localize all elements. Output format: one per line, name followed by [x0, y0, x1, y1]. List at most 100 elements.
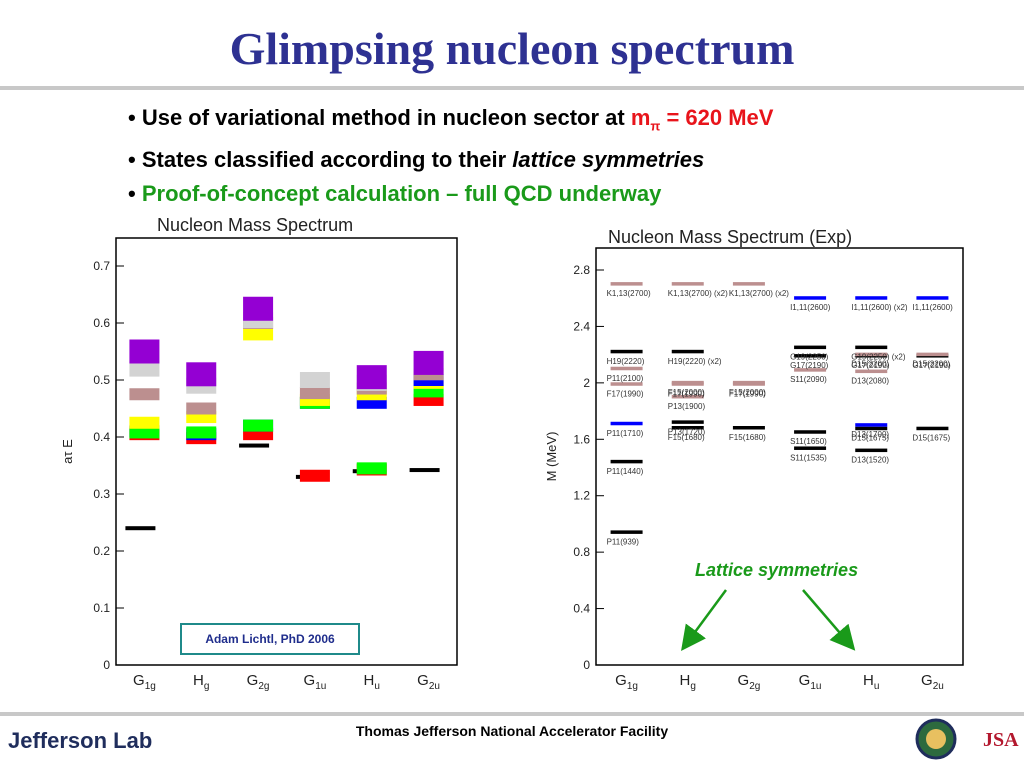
y-tick-label: 0 [103, 658, 110, 672]
energy-level [356, 462, 387, 475]
level-label: P11(939) [607, 537, 640, 546]
y-tick-label: 0.1 [93, 601, 110, 615]
level-label: K1,13(2700) (x2) [729, 289, 789, 298]
level-label: D15(2200) [912, 360, 950, 369]
bullet-marker: • [128, 147, 136, 173]
jefferson-lab-logo: Jefferson Lab [8, 728, 153, 753]
y-tick-label: 0.7 [93, 259, 110, 273]
energy-level [671, 426, 704, 430]
y-tick-label: 1.6 [573, 432, 590, 446]
x-tick-label: Hu [863, 672, 879, 692]
y-tick-label: 0.3 [93, 487, 110, 501]
level-label: F17(1990) [729, 389, 766, 398]
level-label: F15(1680) [668, 433, 705, 442]
energy-level [794, 446, 827, 450]
bullet-3: • Proof-of-concept calculation – full QC… [128, 177, 773, 211]
jsa-logo-icon: JSA [983, 729, 1019, 751]
slide-title: Glimpsing nucleon spectrum [229, 23, 795, 74]
level-label: D13(2080) [851, 377, 889, 386]
x-tick-label: Hu [364, 672, 380, 692]
energy-level [610, 282, 643, 286]
energy-level [671, 420, 704, 424]
y-tick-label: 1.2 [573, 489, 590, 503]
energy-level [129, 426, 160, 439]
y-tick-label: 2.8 [573, 263, 590, 277]
level-label: F15(2000) [729, 388, 766, 397]
energy-level [916, 426, 949, 431]
energy-level [855, 352, 888, 357]
title-divider [0, 86, 1024, 90]
energy-level [855, 423, 888, 427]
energy-level [299, 469, 330, 482]
energy-level [610, 382, 643, 386]
x-tick-label: G1u [799, 672, 822, 692]
energy-level [409, 468, 440, 473]
energy-level [732, 282, 765, 286]
chart-title: Nucleon Mass Spectrum [157, 215, 353, 235]
level-label: D13(1700) [851, 430, 889, 439]
x-tick-label: G2g [738, 672, 761, 692]
level-label: F17(1990) [607, 389, 644, 398]
y-tick-label: 0.6 [93, 316, 110, 330]
energy-level [243, 328, 274, 341]
footer-divider [0, 712, 1024, 716]
bullet-marker: • [128, 181, 136, 207]
level-label: F15(1680) [729, 433, 766, 442]
credit-box: Adam Lichtl, PhD 2006 [180, 623, 360, 655]
energy-level [186, 426, 217, 439]
x-tick-label: G1g [615, 672, 638, 692]
energy-level [732, 380, 765, 385]
energy-level [855, 345, 888, 350]
y-tick-label: 2 [583, 376, 590, 390]
energy-level [610, 421, 643, 426]
level-label: K1,13(2700) [607, 289, 651, 298]
level-label: G19(2250) [790, 353, 829, 362]
energy-level [610, 349, 643, 354]
x-tick-label: G2u [921, 672, 944, 692]
energy-level [671, 349, 704, 354]
energy-level [610, 366, 643, 371]
x-tick-label: G1g [133, 672, 156, 692]
energy-level [794, 296, 827, 300]
bullet-marker: • [128, 105, 136, 130]
energy-level [125, 526, 156, 531]
level-label: F17(1990) [668, 389, 705, 398]
energy-level [186, 362, 217, 387]
level-label: I1,11(2600) (x2) [851, 303, 908, 312]
level-label: G17(2190) [790, 361, 829, 370]
chart-title: Nucleon Mass Spectrum (Exp) [608, 227, 852, 247]
level-label: D15(1675) [912, 434, 950, 443]
x-tick-label: G2u [417, 672, 440, 692]
energy-level [732, 426, 765, 430]
y-tick-label: 0.4 [93, 430, 110, 444]
energy-level [610, 459, 643, 464]
pion-mass-symbol: mπ = 620 MeV [630, 105, 774, 134]
level-label: S11(1650) [790, 437, 827, 446]
level-label: P13(1720) [668, 427, 706, 436]
energy-level [794, 368, 827, 372]
y-tick-label: 0.2 [93, 544, 110, 558]
plot-frame [595, 247, 964, 666]
level-label: K1,13(2700) (x2) [668, 289, 728, 298]
bullet-1: • Use of variational method in nucleon s… [128, 101, 773, 143]
level-label: P11(1710) [607, 429, 644, 438]
energy-level [129, 339, 160, 364]
energy-level [855, 448, 888, 453]
energy-level [243, 296, 274, 321]
energy-level [299, 372, 330, 388]
energy-level [916, 296, 949, 300]
level-label: G17(2190) [912, 361, 951, 370]
level-label: S11(1535) [790, 453, 827, 462]
energy-level [671, 282, 704, 286]
bullet-text: States classified according to their [141, 147, 513, 173]
y-axis-label: M (MeV) [544, 432, 559, 482]
x-tick-label: G2g [247, 672, 270, 692]
bullet-text: Use of variational method in nucleon sec… [141, 105, 631, 130]
bullet-2: • States classified according to their l… [128, 143, 773, 177]
energy-level [413, 350, 444, 375]
level-label: S11(2090) [790, 375, 827, 384]
level-label: P13(1900) [668, 402, 706, 411]
x-tick-label: G1u [304, 672, 327, 692]
